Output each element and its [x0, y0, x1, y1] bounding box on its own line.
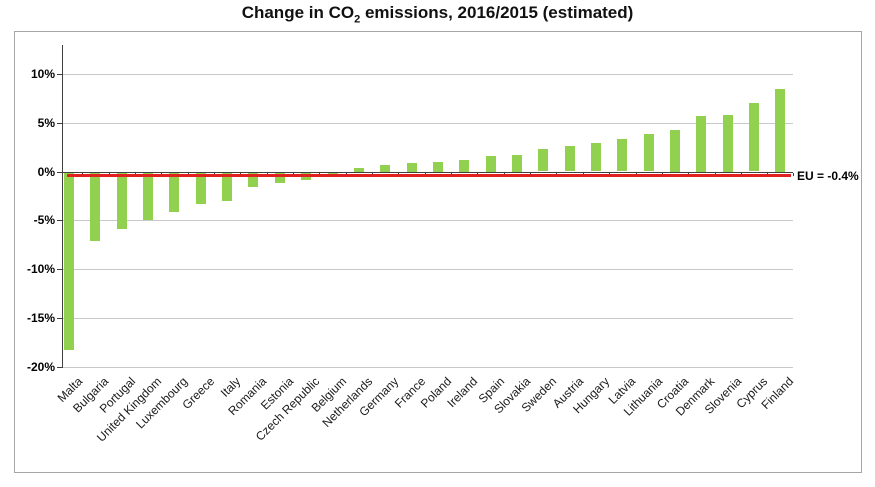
- gridline: [63, 367, 793, 368]
- gridline: [63, 269, 793, 270]
- bar-cyprus: [749, 103, 759, 171]
- bar-estonia: [275, 173, 285, 183]
- bar-portugal: [117, 173, 127, 229]
- gridline: [63, 318, 793, 319]
- gridline: [63, 74, 793, 75]
- bar-italy: [222, 173, 232, 201]
- chart-title-text: Change in CO: [241, 3, 355, 22]
- bar-bulgaria: [90, 173, 100, 241]
- bar-slovenia: [723, 115, 733, 172]
- bar-luxembourg: [169, 173, 179, 212]
- eu-reference-label: EU = -0.4%: [797, 169, 859, 183]
- bar-greece: [196, 173, 206, 204]
- y-axis-tick: [57, 269, 63, 270]
- bar-finland: [775, 89, 785, 172]
- y-axis-tick-label: 0%: [37, 165, 55, 179]
- y-axis-tick-label: -15%: [26, 311, 55, 325]
- y-axis-line: [62, 45, 63, 367]
- y-axis-tick-label: 5%: [37, 116, 55, 130]
- bar-slovakia: [512, 155, 522, 172]
- y-axis-tick: [57, 123, 63, 124]
- chart-title: Change in CO2 emissions, 2016/2015 (esti…: [0, 3, 875, 25]
- y-axis-tick-label: 10%: [30, 67, 55, 81]
- bar-lithuania: [644, 134, 654, 171]
- bar-germany: [380, 165, 390, 172]
- eu-reference-line: [67, 174, 791, 177]
- bar-hungary: [591, 143, 601, 171]
- bar-malta: [64, 173, 74, 350]
- bar-united-kingdom: [143, 173, 153, 220]
- y-axis-tick: [57, 318, 63, 319]
- chart-title-text-2: emissions, 2016/2015 (estimated): [360, 3, 634, 22]
- y-axis-tick: [57, 367, 63, 368]
- chart-border-box: [14, 31, 862, 473]
- bar-sweden: [538, 149, 548, 171]
- y-axis-tick-label: -5%: [33, 213, 55, 227]
- bar-romania: [248, 173, 258, 187]
- gridline: [63, 220, 793, 221]
- x-axis-tick: [62, 173, 63, 176]
- bar-ireland: [459, 160, 469, 172]
- bar-france: [407, 163, 417, 172]
- bar-austria: [565, 146, 575, 171]
- x-axis-line: [62, 172, 793, 173]
- y-axis-tick: [57, 172, 63, 173]
- bar-spain: [486, 156, 496, 172]
- chart-title-subscript: 2: [354, 13, 361, 26]
- bar-latvia: [617, 139, 627, 171]
- gridline: [63, 123, 793, 124]
- y-axis-tick: [57, 220, 63, 221]
- bar-netherlands: [354, 168, 364, 172]
- y-axis-tick-label: -10%: [26, 262, 55, 276]
- bar-denmark: [696, 116, 706, 172]
- y-axis-tick: [57, 74, 63, 75]
- bar-croatia: [670, 130, 680, 172]
- x-axis-tick: [793, 173, 794, 176]
- y-axis-tick-label: -20%: [26, 360, 55, 374]
- bar-poland: [433, 162, 443, 172]
